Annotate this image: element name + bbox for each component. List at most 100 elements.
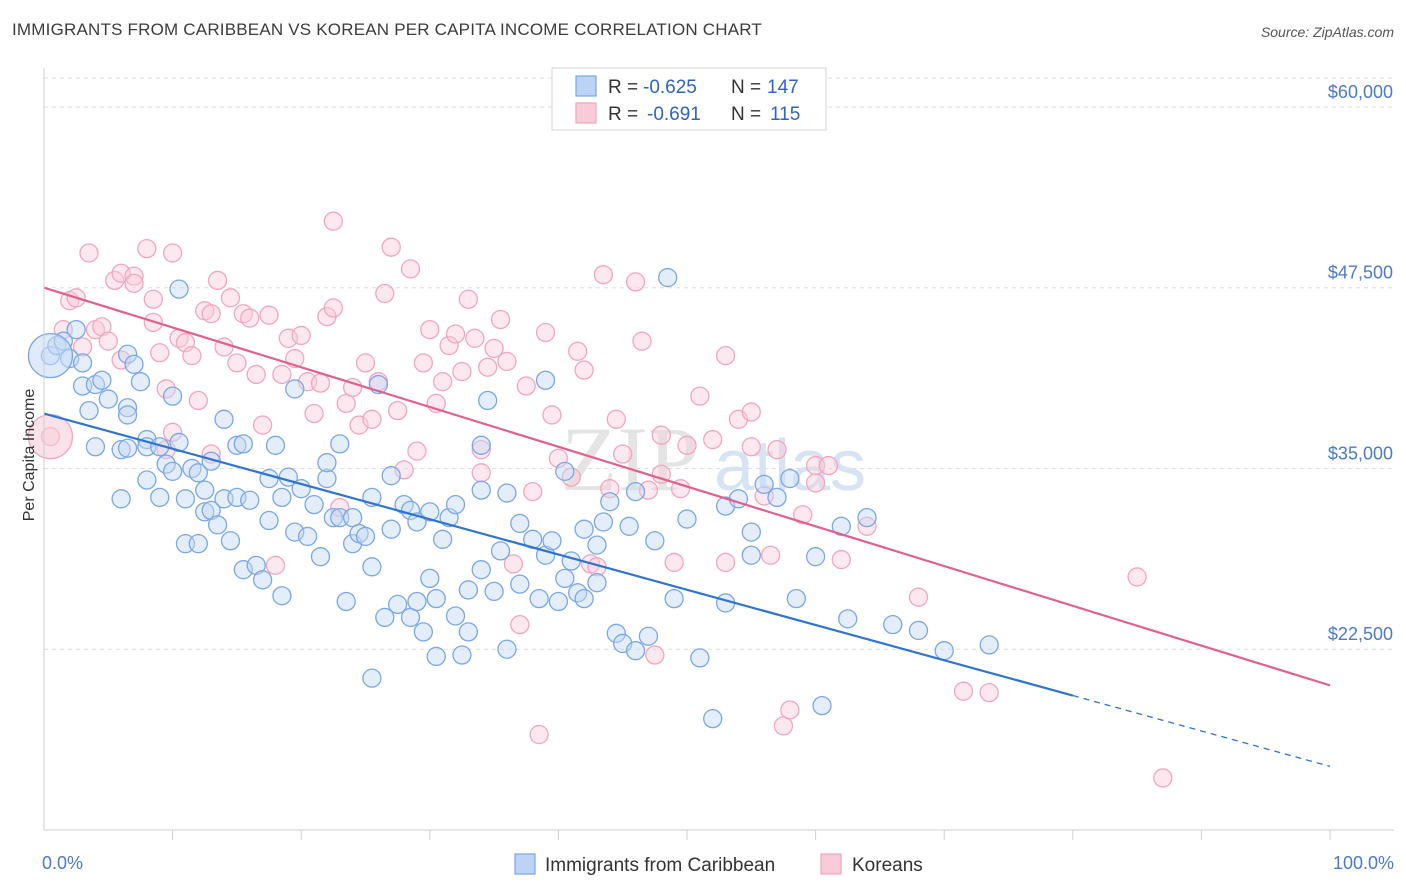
watermark: ZIP atlas bbox=[561, 408, 866, 510]
point-koreans-122 bbox=[953, 681, 974, 701]
point-caribbean-94 bbox=[452, 645, 472, 665]
point-koreans-49 bbox=[330, 497, 350, 518]
legend-n-value-caribbean: 147 bbox=[767, 77, 799, 98]
point-koreans-93 bbox=[613, 444, 633, 464]
point-koreans-106 bbox=[715, 552, 736, 573]
legend-r-value-koreans: -0.691 bbox=[647, 104, 701, 125]
point-caribbean-89 bbox=[426, 588, 446, 609]
point-caribbean-62 bbox=[317, 468, 337, 489]
point-caribbean-59 bbox=[297, 526, 318, 547]
point-caribbean-132 bbox=[677, 509, 697, 529]
trend-line-koreans bbox=[43, 286, 1331, 687]
point-koreans-123 bbox=[979, 682, 999, 703]
point-caribbean-25 bbox=[156, 454, 176, 474]
point-caribbean-4 bbox=[66, 319, 86, 340]
point-koreans-42 bbox=[291, 325, 311, 346]
point-koreans-24 bbox=[182, 346, 202, 366]
point-koreans-97 bbox=[645, 645, 665, 665]
point-caribbean-49 bbox=[252, 570, 273, 590]
point-koreans-21 bbox=[162, 243, 183, 263]
point-caribbean-67 bbox=[336, 591, 356, 612]
point-caribbean-26 bbox=[162, 386, 183, 406]
point-koreans-57 bbox=[381, 237, 401, 257]
watermark-atlas: atlas bbox=[714, 426, 866, 506]
series-caribbean-points bbox=[27, 267, 999, 729]
point-caribbean-98 bbox=[471, 480, 491, 500]
point-koreans-31 bbox=[220, 288, 241, 308]
legend-swatch-caribbean bbox=[575, 75, 597, 97]
point-caribbean-18 bbox=[124, 354, 144, 374]
point-caribbean-16 bbox=[111, 489, 131, 509]
point-koreans-90 bbox=[593, 265, 614, 285]
point-koreans-87 bbox=[574, 360, 594, 380]
series-koreans-points bbox=[27, 211, 1173, 788]
point-caribbean-42 bbox=[220, 531, 241, 551]
point-caribbean-145 bbox=[812, 695, 832, 716]
point-caribbean-19 bbox=[130, 372, 151, 392]
point-caribbean-152 bbox=[979, 635, 999, 655]
point-caribbean-87 bbox=[420, 568, 440, 589]
point-koreans-20 bbox=[162, 422, 183, 442]
point-koreans-76 bbox=[497, 351, 517, 372]
point-koreans-103 bbox=[690, 386, 710, 406]
point-koreans-108 bbox=[741, 402, 761, 422]
point-koreans-72 bbox=[471, 463, 491, 483]
point-koreans-15 bbox=[143, 289, 163, 309]
point-caribbean-128 bbox=[638, 626, 659, 646]
point-caribbean-150 bbox=[908, 620, 929, 641]
point-caribbean-60 bbox=[304, 494, 324, 515]
point-koreans-116 bbox=[805, 473, 826, 493]
point-caribbean-126 bbox=[625, 641, 646, 661]
point-caribbean-11 bbox=[98, 389, 118, 409]
point-caribbean-106 bbox=[510, 574, 530, 594]
point-caribbean-140 bbox=[754, 474, 774, 495]
point-koreans-95 bbox=[632, 331, 652, 351]
point-caribbean-118 bbox=[574, 519, 594, 539]
point-koreans-58 bbox=[387, 400, 408, 421]
point-caribbean-71 bbox=[355, 526, 376, 547]
legend-r-label-caribbean: R = bbox=[608, 77, 638, 98]
point-caribbean-143 bbox=[786, 588, 806, 609]
point-caribbean-14 bbox=[117, 405, 138, 425]
point-caribbean-78 bbox=[381, 466, 401, 486]
point-caribbean-105 bbox=[510, 513, 530, 534]
point-koreans-37 bbox=[259, 305, 279, 325]
y-axis-title: Per Capita Income bbox=[21, 389, 38, 522]
point-caribbean-117 bbox=[574, 588, 594, 609]
point-caribbean-119 bbox=[587, 535, 607, 555]
point-caribbean-97 bbox=[471, 435, 491, 455]
point-koreans-111 bbox=[760, 545, 781, 565]
point-koreans-28 bbox=[201, 304, 221, 324]
point-caribbean-86 bbox=[420, 502, 440, 522]
point-caribbean-100 bbox=[478, 390, 498, 411]
source-label: Source: ZipAtlas.com bbox=[1260, 24, 1394, 40]
point-koreans-36 bbox=[252, 415, 273, 435]
point-caribbean-95 bbox=[458, 622, 479, 642]
point-caribbean-147 bbox=[838, 609, 858, 629]
point-koreans-12 bbox=[124, 266, 144, 286]
point-koreans-38 bbox=[265, 555, 286, 576]
point-caribbean-30 bbox=[175, 489, 196, 509]
point-koreans-74 bbox=[484, 338, 504, 359]
point-koreans-14 bbox=[137, 238, 157, 259]
axes bbox=[43, 68, 1394, 840]
point-caribbean-115 bbox=[561, 551, 581, 571]
point-caribbean-7 bbox=[79, 400, 99, 421]
point-koreans-8 bbox=[98, 331, 118, 351]
point-caribbean-110 bbox=[535, 370, 556, 390]
point-caribbean-34 bbox=[188, 463, 208, 483]
point-koreans-94 bbox=[625, 272, 646, 292]
point-koreans-47 bbox=[323, 211, 344, 231]
point-caribbean-122 bbox=[600, 492, 620, 512]
point-caribbean-74 bbox=[362, 668, 382, 688]
point-koreans-102 bbox=[677, 435, 697, 455]
point-koreans-13 bbox=[124, 273, 144, 294]
point-caribbean-151 bbox=[934, 641, 954, 661]
point-caribbean-102 bbox=[490, 541, 511, 561]
point-koreans-115 bbox=[793, 505, 813, 525]
point-koreans-109 bbox=[741, 437, 761, 457]
point-caribbean-27 bbox=[162, 461, 183, 482]
point-koreans-77 bbox=[503, 554, 524, 574]
point-caribbean-111 bbox=[542, 531, 562, 551]
point-caribbean-51 bbox=[259, 510, 279, 531]
